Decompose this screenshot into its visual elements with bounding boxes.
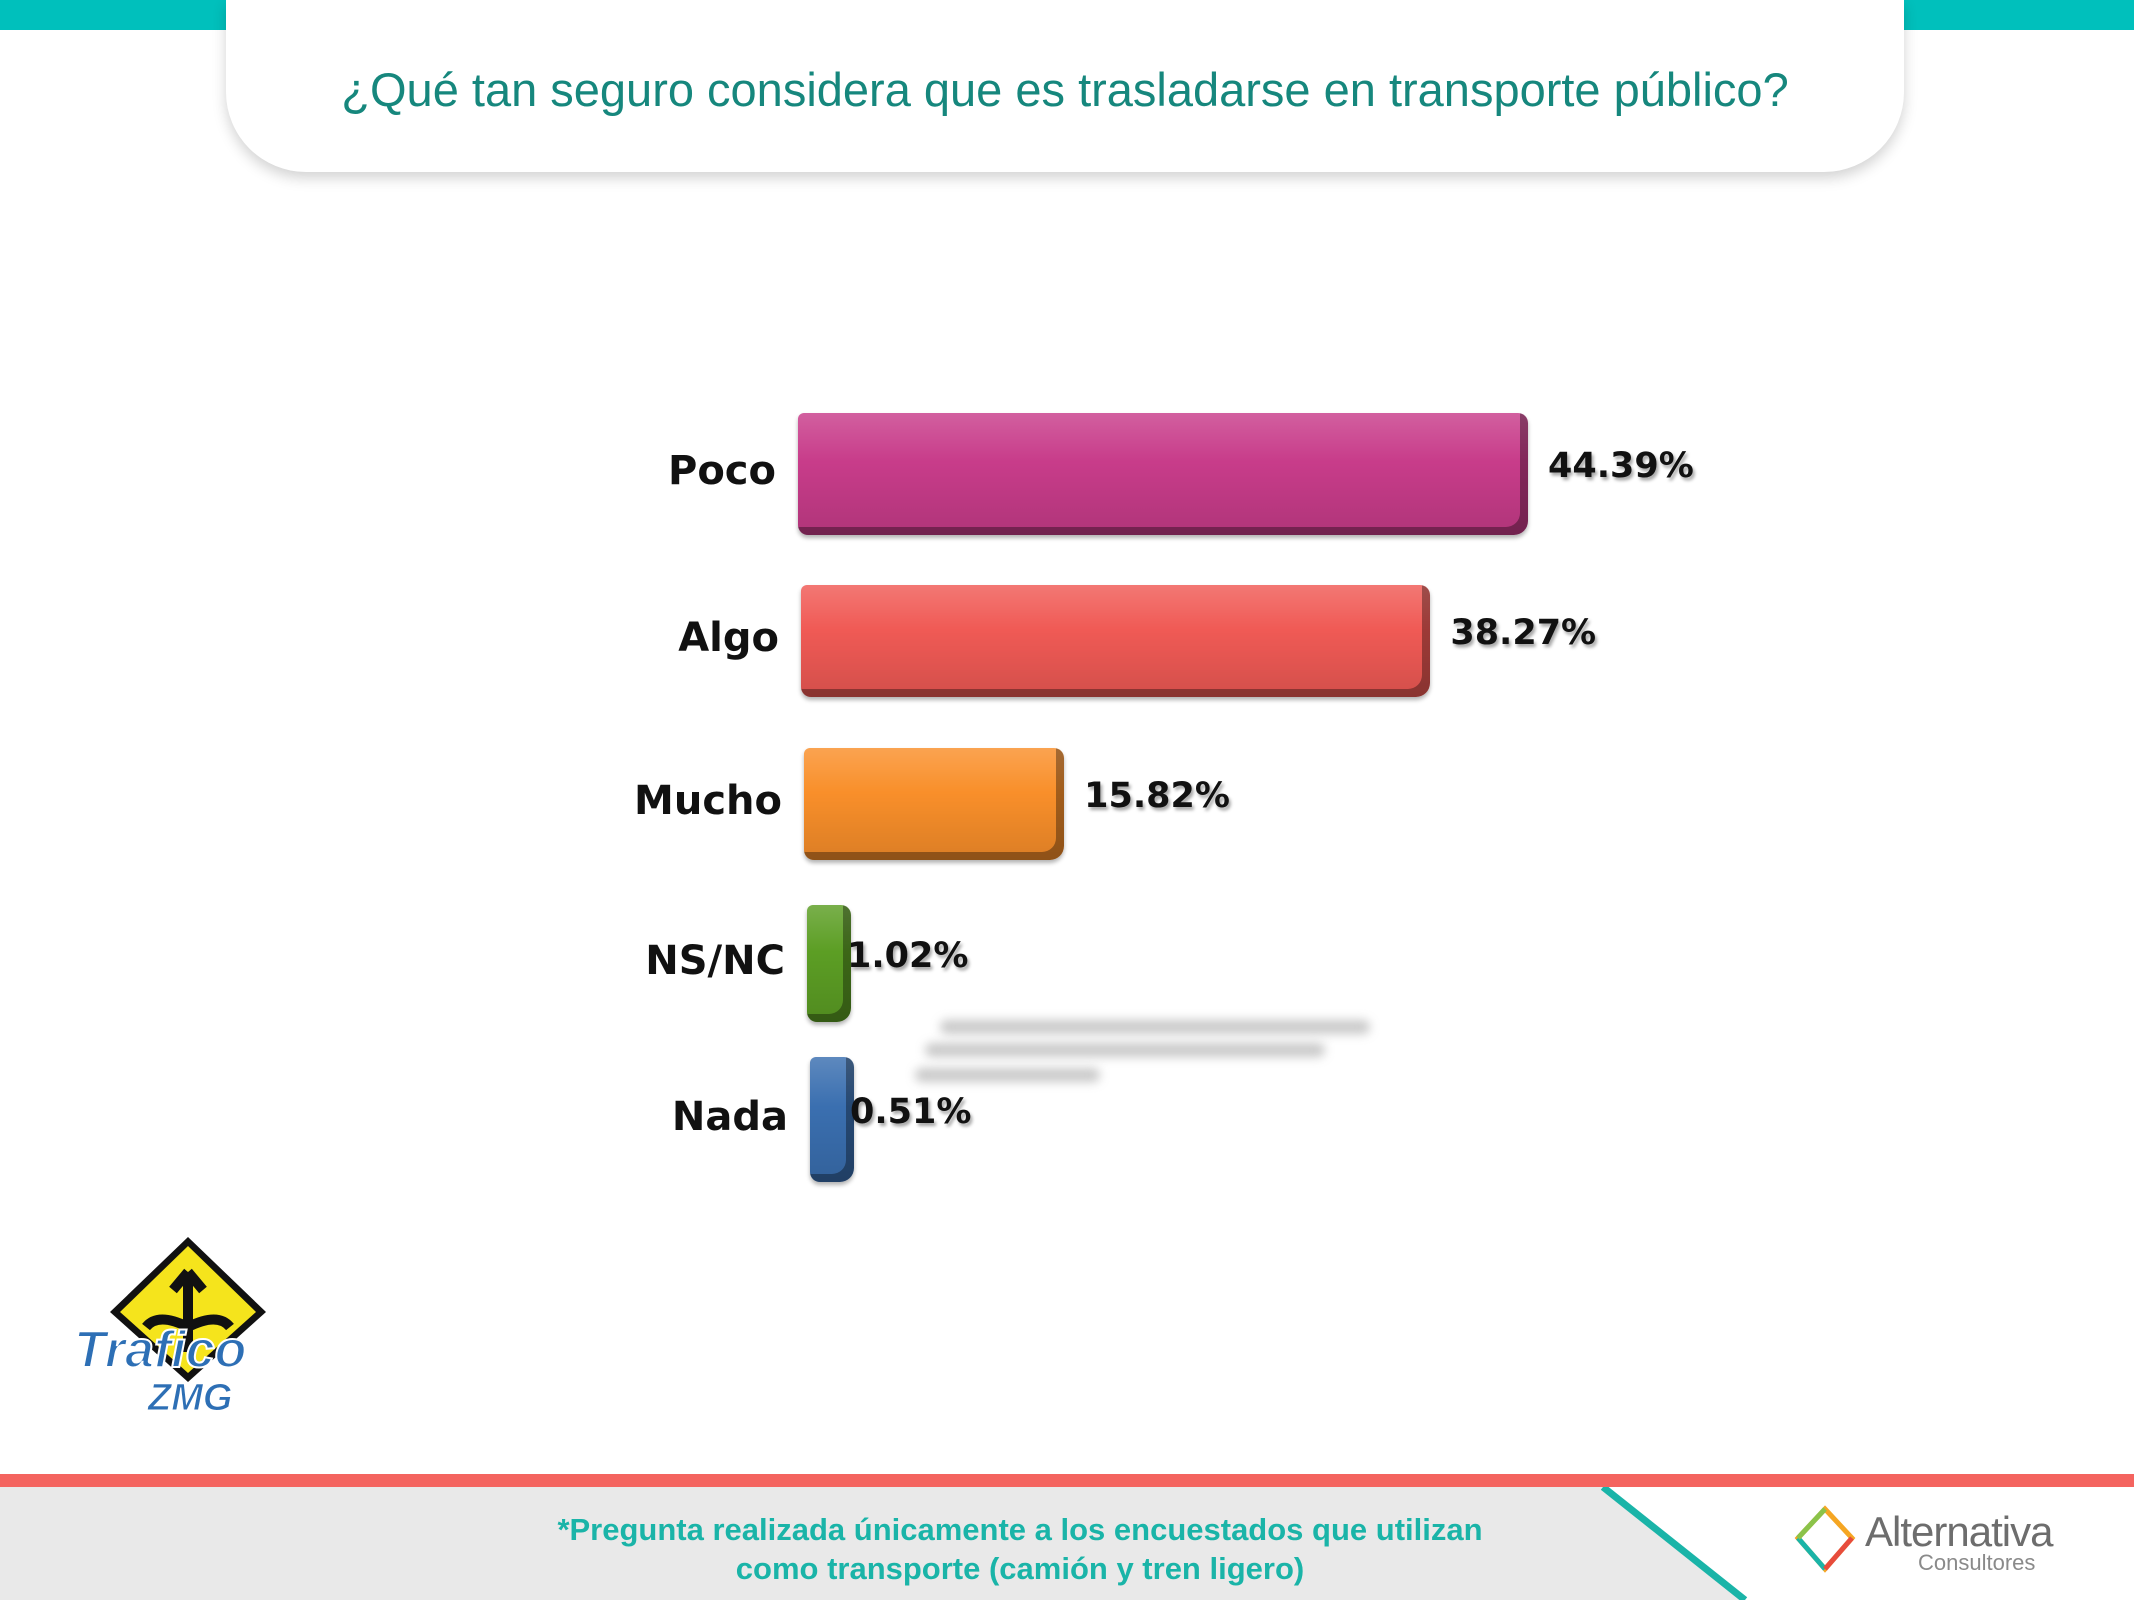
bar-nada <box>810 1057 854 1182</box>
category-label: Algo <box>678 615 779 661</box>
alternativa-logo-sub: Consultores <box>1918 1550 2036 1575</box>
value-label: 15.82% <box>1084 776 1230 816</box>
value-label: 1.02% <box>847 935 969 976</box>
bar-shadow <box>925 1043 1325 1057</box>
category-label: Mucho <box>634 778 782 824</box>
value-label: 0.51% <box>850 1091 972 1132</box>
alternativa-logo-name: Alternativa <box>1865 1508 2053 1555</box>
bar-poco <box>798 413 1528 535</box>
footer-divider <box>0 1474 2134 1487</box>
footer-diagonal <box>1600 1487 1748 1600</box>
trafico-zmg-logo: Trafico ZMG <box>73 1237 266 1417</box>
bar-shadow <box>940 1020 1370 1034</box>
alternativa-logo-icon <box>1794 1505 1856 1573</box>
footer-note: *Pregunta realizada únicamente a los enc… <box>420 1510 1620 1588</box>
footer-note-line1: *Pregunta realizada únicamente a los enc… <box>557 1512 1483 1547</box>
bar-algo <box>801 585 1431 697</box>
bar-mucho <box>804 748 1065 860</box>
category-label: Poco <box>668 448 776 494</box>
value-label: 38.27% <box>1450 613 1597 653</box>
footer-note-line2: como transporte (camión y tren ligero) <box>735 1551 1305 1586</box>
svg-text:ZMG: ZMG <box>147 1377 232 1417</box>
bar-nsnc <box>807 905 851 1022</box>
category-label: NS/NC <box>645 937 785 984</box>
title-card: ¿Qué tan seguro considera que es traslad… <box>226 0 1904 172</box>
page-title: ¿Qué tan seguro considera que es traslad… <box>341 63 1789 116</box>
value-label: 44.39% <box>1548 446 1694 486</box>
svg-text:Trafico: Trafico <box>74 1321 246 1379</box>
category-label: Nada <box>671 1093 788 1140</box>
bar-shadow <box>915 1068 1100 1082</box>
